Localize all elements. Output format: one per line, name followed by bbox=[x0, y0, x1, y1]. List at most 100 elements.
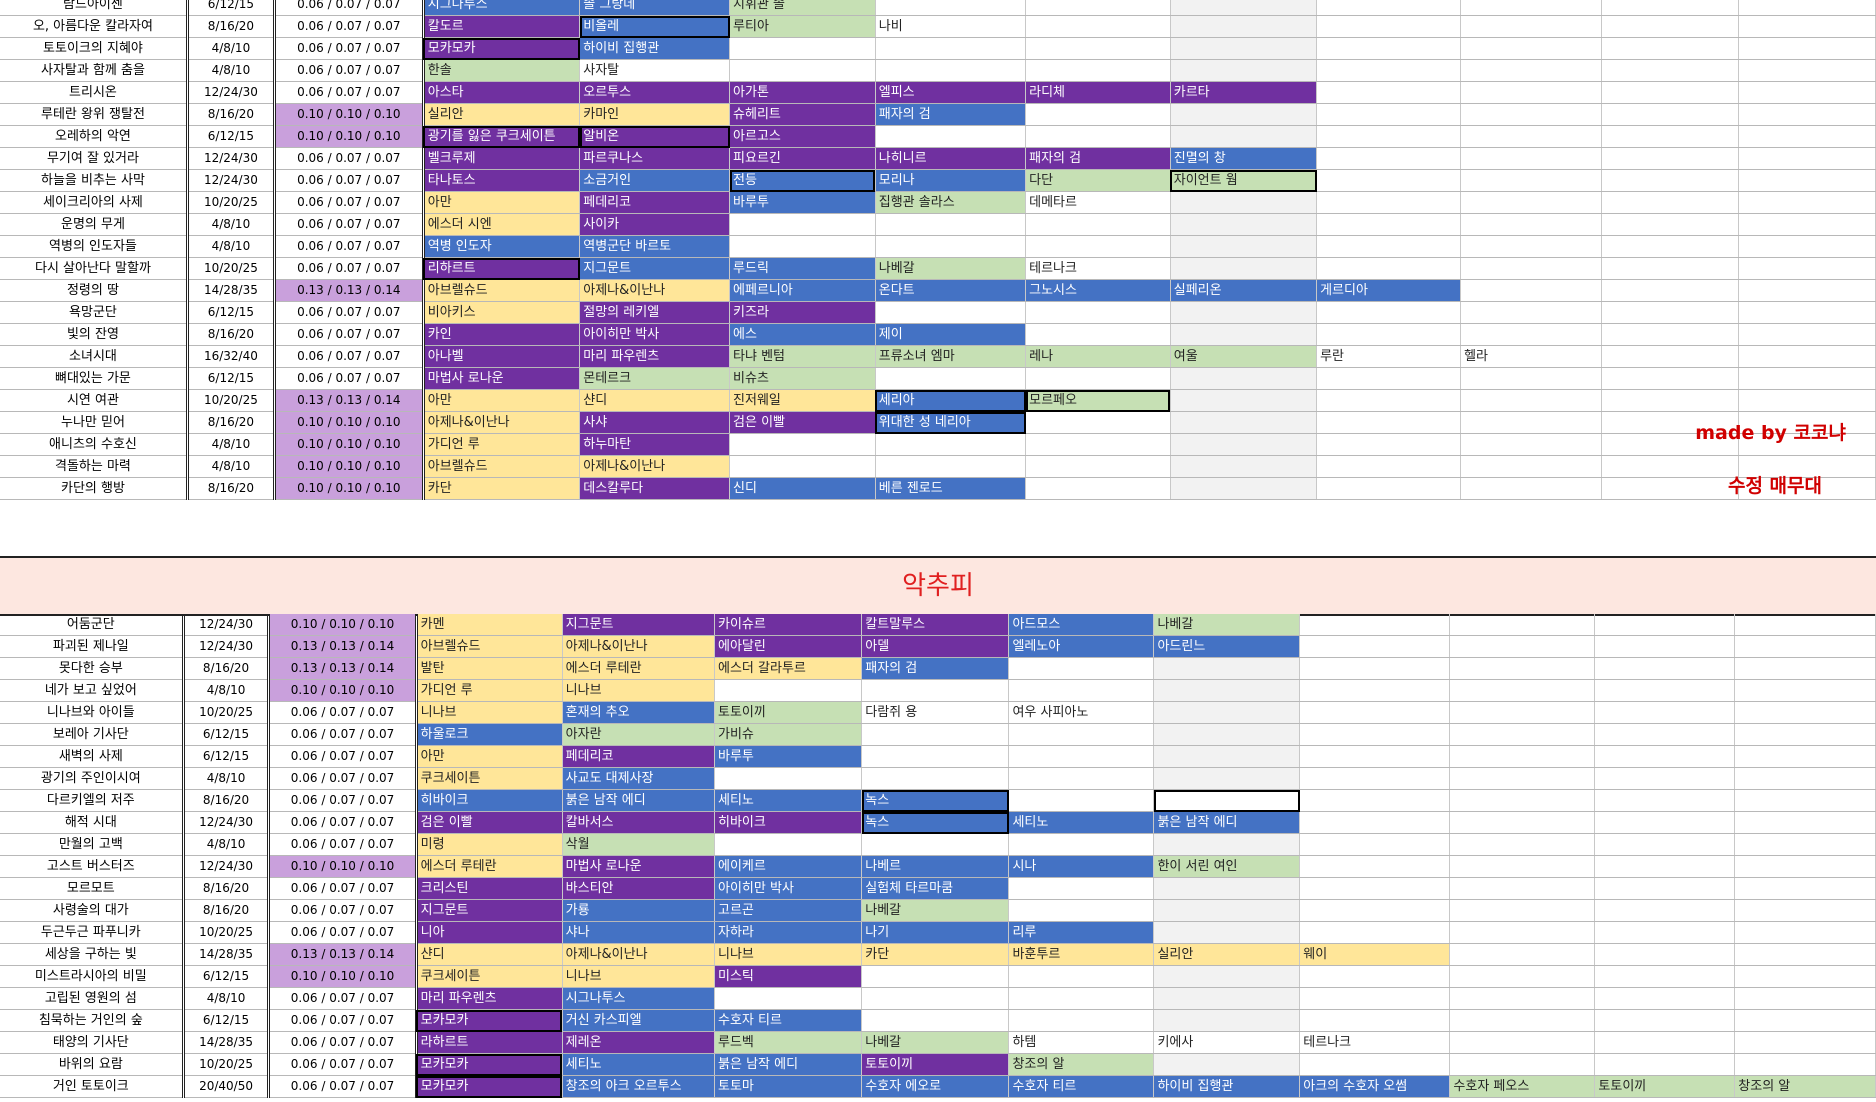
character-cell[interactable] bbox=[1734, 723, 1876, 746]
character-cell[interactable] bbox=[1316, 125, 1462, 148]
character-cell[interactable]: 샤나 bbox=[562, 921, 716, 944]
character-cell[interactable] bbox=[1449, 943, 1596, 966]
rate-cell[interactable]: 0.06 / 0.07 / 0.07 bbox=[274, 345, 425, 368]
character-cell[interactable]: 나베갈 bbox=[1153, 614, 1301, 636]
character-cell[interactable] bbox=[1153, 987, 1301, 1010]
character-cell[interactable]: 위대한 성 네리아 bbox=[875, 411, 1027, 434]
character-cell[interactable]: 히바이크 bbox=[714, 811, 863, 834]
character-cell[interactable]: 나비 bbox=[875, 15, 1027, 38]
character-cell[interactable]: 사이카 bbox=[579, 213, 731, 236]
character-cell[interactable] bbox=[1316, 213, 1462, 236]
collection-name-cell[interactable]: 못다한 승부 bbox=[0, 657, 185, 680]
points-cell[interactable]: 10/20/25 bbox=[187, 257, 276, 280]
character-cell[interactable]: 키에사 bbox=[1153, 1031, 1301, 1054]
character-cell[interactable] bbox=[875, 59, 1027, 82]
collection-name-cell[interactable]: 세이크리아의 사제 bbox=[0, 191, 189, 214]
character-cell[interactable]: 솔 그랑데 bbox=[579, 0, 731, 16]
character-cell[interactable] bbox=[1449, 987, 1596, 1010]
character-cell[interactable]: 모카모카 bbox=[416, 1075, 563, 1098]
rate-cell[interactable]: 0.10 / 0.10 / 0.10 bbox=[274, 103, 425, 126]
character-cell[interactable]: 삭월 bbox=[562, 833, 716, 856]
character-cell[interactable] bbox=[1738, 235, 1876, 258]
character-cell[interactable] bbox=[1299, 679, 1451, 702]
character-cell[interactable]: 모르페오 bbox=[1025, 389, 1171, 412]
character-cell[interactable] bbox=[1449, 921, 1596, 944]
character-cell[interactable]: 카단 bbox=[861, 943, 1010, 966]
character-cell[interactable] bbox=[1299, 921, 1451, 944]
character-cell[interactable]: 토토이끼 bbox=[861, 1053, 1010, 1076]
points-cell[interactable]: 10/20/25 bbox=[187, 191, 276, 214]
character-cell[interactable]: 테르나크 bbox=[1025, 257, 1171, 280]
character-cell[interactable] bbox=[1601, 411, 1739, 434]
rate-cell[interactable]: 0.13 / 0.13 / 0.14 bbox=[268, 657, 418, 680]
character-cell[interactable] bbox=[1025, 433, 1171, 456]
character-cell[interactable] bbox=[1594, 679, 1736, 702]
rate-cell[interactable]: 0.06 / 0.07 / 0.07 bbox=[274, 301, 425, 324]
points-cell[interactable]: 10/20/25 bbox=[187, 389, 276, 412]
collection-name-cell[interactable]: 니나브와 아이들 bbox=[0, 701, 185, 724]
character-cell[interactable] bbox=[1734, 679, 1876, 702]
character-cell[interactable]: 에이케르 bbox=[714, 855, 863, 878]
character-cell[interactable] bbox=[875, 433, 1027, 456]
collection-name-cell[interactable]: 모르모트 bbox=[0, 877, 185, 900]
collection-name-cell[interactable]: 하늘을 비추는 사막 bbox=[0, 169, 189, 192]
character-cell[interactable] bbox=[1601, 257, 1739, 280]
character-cell[interactable]: 루드벡 bbox=[714, 1031, 863, 1054]
rate-cell[interactable]: 0.06 / 0.07 / 0.07 bbox=[268, 921, 418, 944]
character-cell[interactable] bbox=[1449, 701, 1596, 724]
rate-cell[interactable]: 0.06 / 0.07 / 0.07 bbox=[274, 169, 425, 192]
collection-name-cell[interactable]: 만월의 고백 bbox=[0, 833, 185, 856]
character-cell[interactable]: 하누마탄 bbox=[579, 433, 731, 456]
character-cell[interactable] bbox=[1460, 81, 1602, 104]
character-cell[interactable] bbox=[1460, 235, 1602, 258]
character-cell[interactable] bbox=[1299, 657, 1451, 680]
character-cell[interactable] bbox=[1316, 257, 1462, 280]
character-cell[interactable]: 녹스 bbox=[861, 789, 1010, 812]
character-cell[interactable] bbox=[729, 37, 876, 60]
rate-cell[interactable]: 0.06 / 0.07 / 0.07 bbox=[268, 1075, 418, 1098]
character-cell[interactable] bbox=[1594, 1053, 1736, 1076]
character-cell[interactable] bbox=[875, 213, 1027, 236]
collection-name-cell[interactable]: 세상을 구하는 빛 bbox=[0, 943, 185, 966]
character-cell[interactable] bbox=[1449, 745, 1596, 768]
character-cell[interactable] bbox=[1460, 37, 1602, 60]
rate-cell[interactable]: 0.06 / 0.07 / 0.07 bbox=[268, 811, 418, 834]
character-cell[interactable]: 혼재의 추오 bbox=[562, 701, 716, 724]
collection-name-cell[interactable]: 네가 보고 싶었어 bbox=[0, 679, 185, 702]
character-cell[interactable] bbox=[1316, 301, 1462, 324]
character-cell[interactable] bbox=[1025, 0, 1171, 16]
collection-name-cell[interactable]: 다시 살아난다 말할까 bbox=[0, 257, 189, 280]
character-cell[interactable] bbox=[1025, 15, 1171, 38]
character-cell[interactable] bbox=[1449, 635, 1596, 658]
rate-cell[interactable]: 0.13 / 0.13 / 0.14 bbox=[274, 389, 425, 412]
character-cell[interactable] bbox=[1594, 899, 1736, 922]
character-cell[interactable] bbox=[861, 745, 1010, 768]
points-cell[interactable]: 4/8/10 bbox=[183, 987, 271, 1010]
character-cell[interactable] bbox=[1449, 789, 1596, 812]
character-cell[interactable]: 모카모카 bbox=[416, 1053, 563, 1076]
character-cell[interactable] bbox=[1170, 367, 1318, 390]
character-cell[interactable] bbox=[1153, 745, 1301, 768]
character-cell[interactable] bbox=[1460, 477, 1602, 500]
rate-cell[interactable]: 0.13 / 0.13 / 0.14 bbox=[268, 635, 418, 658]
character-cell[interactable]: 모카모카 bbox=[416, 1009, 563, 1032]
character-cell[interactable] bbox=[1460, 323, 1602, 346]
character-cell[interactable]: 실페리온 bbox=[1170, 279, 1318, 302]
collection-name-cell[interactable]: 다르키엘의 저주 bbox=[0, 789, 185, 812]
character-cell[interactable]: 에페르니아 bbox=[729, 279, 876, 302]
character-cell[interactable] bbox=[1738, 59, 1876, 82]
rate-cell[interactable]: 0.06 / 0.07 / 0.07 bbox=[274, 323, 425, 346]
character-cell[interactable] bbox=[1316, 147, 1462, 170]
character-cell[interactable] bbox=[1594, 921, 1736, 944]
character-cell[interactable] bbox=[1316, 81, 1462, 104]
character-cell[interactable] bbox=[875, 301, 1027, 324]
character-cell[interactable]: 가룡 bbox=[562, 899, 716, 922]
points-cell[interactable]: 10/20/25 bbox=[183, 921, 271, 944]
character-cell[interactable]: 카르타 bbox=[1170, 81, 1318, 104]
character-cell[interactable]: 카인 bbox=[423, 323, 581, 346]
character-cell[interactable]: 하울로크 bbox=[416, 723, 563, 746]
character-cell[interactable] bbox=[1460, 0, 1602, 16]
character-cell[interactable] bbox=[1299, 987, 1451, 1010]
rate-cell[interactable]: 0.10 / 0.10 / 0.10 bbox=[274, 455, 425, 478]
character-cell[interactable] bbox=[1025, 411, 1171, 434]
